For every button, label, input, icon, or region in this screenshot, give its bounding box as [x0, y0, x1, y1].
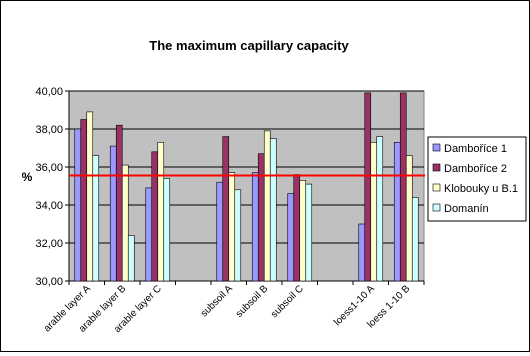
y-tick-label: 32,00 — [35, 238, 63, 250]
x-tick-label: subsoil C — [269, 283, 306, 320]
bar — [86, 111, 94, 282]
bar — [269, 138, 277, 282]
chart-title: The maximum capillary capacity — [149, 38, 349, 53]
bar — [251, 172, 259, 282]
bar — [305, 183, 313, 282]
bar — [109, 145, 117, 282]
legend-label: Domanín — [444, 203, 489, 215]
legend-label: Damboříce 2 — [444, 163, 507, 175]
bar — [121, 164, 129, 282]
legend-label: Klobouky u B.1 — [444, 183, 518, 195]
legend: Damboříce 1 Damboříce 2 Klobouky u B.1 Doma… — [427, 136, 527, 222]
x-tick-label: subsoil B — [234, 283, 271, 320]
legend-label: Damboříce 1 — [444, 143, 507, 155]
bar — [234, 189, 242, 282]
bar — [405, 155, 413, 282]
y-axis-label: % — [22, 170, 33, 184]
bar — [80, 119, 88, 282]
y-tick-label: 34,00 — [35, 200, 63, 212]
legend-swatch — [432, 143, 441, 152]
chart-svg: The maximum capillary capacity 30,00 32,0… — [22, 38, 527, 335]
bar — [399, 92, 407, 282]
bar — [287, 193, 295, 282]
bar — [411, 197, 419, 282]
y-tick-label: 38,00 — [35, 124, 63, 136]
bar — [364, 92, 372, 282]
legend-box — [427, 136, 527, 222]
bar — [74, 128, 82, 282]
bar — [115, 124, 123, 282]
bar — [293, 174, 301, 282]
bar — [127, 235, 135, 282]
legend-swatch — [432, 203, 441, 212]
bar — [393, 142, 401, 282]
y-tick-label: 30,00 — [35, 276, 63, 288]
bar — [157, 142, 165, 282]
bar — [263, 130, 271, 282]
bar — [257, 153, 265, 282]
bar — [370, 142, 378, 282]
legend-swatch — [432, 163, 441, 172]
bar — [151, 151, 159, 282]
bar — [222, 136, 230, 282]
legend-swatch — [432, 183, 441, 192]
bar — [358, 223, 366, 282]
y-tick-label: 36,00 — [35, 162, 63, 174]
x-tick-label: subsoil A — [199, 283, 235, 319]
bar — [92, 155, 100, 282]
bar — [145, 187, 153, 282]
bar — [228, 172, 236, 282]
bar — [216, 181, 224, 282]
y-tick-label: 40,00 — [35, 86, 63, 98]
bar — [163, 178, 171, 282]
bar — [299, 180, 307, 282]
bar — [376, 136, 384, 282]
